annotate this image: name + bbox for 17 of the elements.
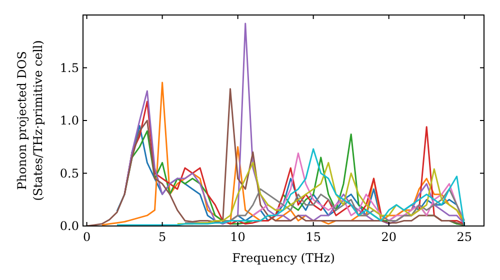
x-axis-title: Frequency (THz) xyxy=(232,251,335,265)
y-axis-title: Phonon projected DOS (States/THz·primitive cell) xyxy=(15,40,45,201)
x-tick-label: 15 xyxy=(306,230,321,244)
line-series xyxy=(176,162,466,225)
x-tick-label: 20 xyxy=(381,230,396,244)
x-tick-label: 0 xyxy=(82,230,91,244)
line-series xyxy=(184,188,466,225)
line-series xyxy=(124,22,466,225)
y-tick-label: 0.5 xyxy=(60,166,79,180)
line-series xyxy=(116,148,466,226)
x-tick-label: 10 xyxy=(230,230,246,244)
x-tick-label: 25 xyxy=(456,230,472,244)
y-tick-label: 1.5 xyxy=(60,60,79,75)
y-tick-label: 1.0 xyxy=(60,114,79,128)
x-tick-label: 5 xyxy=(158,230,166,244)
line-series xyxy=(252,152,466,222)
y-tick-label: 0.0 xyxy=(60,219,79,233)
